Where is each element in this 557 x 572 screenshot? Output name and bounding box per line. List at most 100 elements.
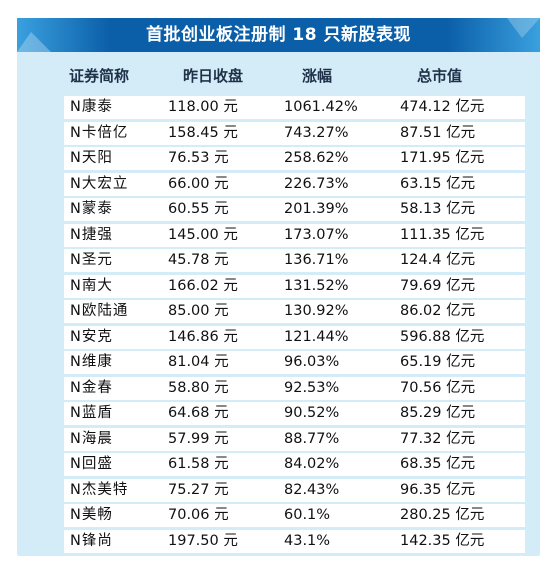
rise-percent-cell: 90.52% [284, 405, 340, 421]
market-cap-cell: 65.19 亿元 [400, 354, 476, 370]
column-header-rise: 涨幅 [302, 67, 333, 85]
stock-name-cell: N蓝盾 [70, 405, 113, 421]
stock-name-cell: N康泰 [70, 99, 113, 115]
market-cap-cell: 280.25 亿元 [400, 507, 485, 523]
market-cap-cell: 86.02 亿元 [400, 303, 476, 319]
close-price-cell: 118.00 元 [168, 99, 238, 115]
rise-percent-cell: 136.71% [284, 252, 349, 268]
table-row: N安克 146.86 元 121.44% 596.88 亿元 [64, 325, 525, 349]
market-cap-cell: 63.15 亿元 [400, 175, 476, 192]
rise-percent-cell: 130.92% [284, 303, 349, 319]
stock-name-cell: N海晨 [70, 430, 113, 447]
stock-name-cell: N蒙泰 [70, 201, 113, 217]
close-price-cell: 58.80 元 [168, 379, 229, 396]
stock-name-cell: N圣元 [70, 252, 113, 268]
stock-name-cell: N回盛 [70, 456, 113, 472]
close-price-cell: 66.00 元 [168, 175, 229, 192]
rise-percent-cell: 92.53% [284, 379, 340, 396]
rise-percent-cell: 743.27% [284, 124, 349, 141]
rise-percent-cell: 1061.42% [284, 99, 358, 115]
table-row: N海晨 57.99 元 88.77% 77.32 亿元 [64, 427, 525, 451]
stock-name-cell: N捷强 [70, 226, 113, 243]
table-row: N圣元 45.78 元 136.71% 124.4 亿元 [64, 249, 525, 272]
banner-shape [17, 18, 540, 52]
market-cap-cell: 142.35 亿元 [400, 532, 485, 549]
close-price-cell: 75.27 元 [168, 481, 229, 498]
close-price-cell: 145.00 元 [168, 226, 238, 243]
rise-percent-cell: 173.07% [284, 226, 349, 243]
close-price-cell: 57.99 元 [168, 430, 229, 447]
market-cap-cell: 79.69 亿元 [400, 277, 476, 294]
close-price-cell: 64.68 元 [168, 405, 229, 421]
stock-name-cell: N锋尚 [70, 532, 113, 549]
close-price-cell: 61.58 元 [168, 456, 229, 472]
table-body: N康泰 118.00 元 1061.42% 474.12 亿元 N卡倍亿 158.45 元… [64, 96, 525, 555]
close-price-cell: 85.00 元 [168, 303, 229, 319]
table-row: N南大 166.02 元 131.52% 79.69 亿元 [64, 274, 525, 298]
market-cap-cell: 124.4 亿元 [400, 252, 476, 268]
rise-percent-cell: 121.44% [284, 328, 349, 345]
column-header-close: 昨日收盘 [183, 67, 244, 85]
stock-name-cell: N南大 [70, 277, 113, 294]
close-price-cell: 197.50 元 [168, 532, 238, 549]
table-row: N康泰 118.00 元 1061.42% 474.12 亿元 [64, 96, 525, 119]
rise-percent-cell: 258.62% [284, 150, 349, 166]
market-cap-cell: 96.35 亿元 [400, 481, 476, 498]
market-cap-cell: 111.35 亿元 [400, 226, 485, 243]
table-row: N天阳 76.53 元 258.62% 171.95 亿元 [64, 147, 525, 170]
stock-name-cell: N大宏立 [70, 175, 129, 192]
table-row: N回盛 61.58 元 84.02% 68.35 亿元 [64, 453, 525, 476]
rise-percent-cell: 60.1% [284, 507, 331, 523]
rise-percent-cell: 84.02% [284, 456, 340, 472]
market-cap-cell: 70.56 亿元 [400, 379, 476, 396]
close-price-cell: 76.53 元 [168, 150, 229, 166]
rise-percent-cell: 82.43% [284, 481, 340, 498]
market-cap-cell: 474.12 亿元 [400, 99, 485, 115]
page-title: 首批创业板注册制 18 只新股表现 [146, 25, 411, 45]
close-price-cell: 166.02 元 [168, 277, 238, 294]
stock-name-cell: N欧陆通 [70, 303, 129, 319]
column-header-name: 证券简称 [69, 67, 130, 85]
market-cap-cell: 87.51 亿元 [400, 124, 476, 141]
table-row: N卡倍亿 158.45 元 743.27% 87.51 亿元 [64, 121, 525, 145]
rise-percent-cell: 43.1% [284, 532, 331, 549]
close-price-cell: 45.78 元 [168, 252, 229, 268]
table-row: N维康 81.04 元 96.03% 65.19 亿元 [64, 351, 525, 374]
close-price-cell: 158.45 元 [168, 124, 238, 141]
table-row: N大宏立 66.00 元 226.73% 63.15 亿元 [64, 172, 525, 196]
rise-percent-cell: 201.39% [284, 201, 349, 217]
market-cap-cell: 77.32 亿元 [400, 430, 476, 447]
table-row: N杰美特 75.27 元 82.43% 96.35 亿元 [64, 478, 525, 502]
rise-percent-cell: 88.77% [284, 430, 340, 447]
table-row: N蓝盾 64.68 元 90.52% 85.29 亿元 [64, 402, 525, 425]
table-row: N蒙泰 60.55 元 201.39% 58.13 亿元 [64, 198, 525, 221]
table-row: N捷强 145.00 元 173.07% 111.35 亿元 [64, 223, 525, 247]
table-panel: 首批创业板注册制 18 只新股表现 证券简称 昨日收盘 涨幅 总市值 N康泰 11… [17, 18, 540, 556]
stock-name-cell: N美畅 [70, 507, 113, 523]
table-header: 证券简称 昨日收盘 涨幅 总市值 [17, 62, 540, 90]
close-price-cell: 60.55 元 [168, 201, 229, 217]
table-row: N欧陆通 85.00 元 130.92% 86.02 亿元 [64, 300, 525, 323]
market-cap-cell: 85.29 亿元 [400, 405, 476, 421]
table-row: N美畅 70.06 元 60.1% 280.25 亿元 [64, 504, 525, 527]
close-price-cell: 70.06 元 [168, 507, 229, 523]
stock-name-cell: N卡倍亿 [70, 124, 129, 141]
table-row: N锋尚 197.50 元 43.1% 142.35 亿元 [64, 529, 525, 553]
market-cap-cell: 58.13 亿元 [400, 201, 476, 217]
close-price-cell: 81.04 元 [168, 354, 229, 370]
column-header-cap: 总市值 [417, 67, 463, 85]
stock-name-cell: N维康 [70, 354, 113, 370]
table-row: N金春 58.80 元 92.53% 70.56 亿元 [64, 376, 525, 400]
close-price-cell: 146.86 元 [168, 328, 238, 345]
market-cap-cell: 171.95 亿元 [400, 150, 485, 166]
rise-percent-cell: 131.52% [284, 277, 349, 294]
rise-percent-cell: 226.73% [284, 175, 349, 192]
rise-percent-cell: 96.03% [284, 354, 340, 370]
market-cap-cell: 596.88 亿元 [400, 328, 485, 345]
market-cap-cell: 68.35 亿元 [400, 456, 476, 472]
stock-name-cell: N金春 [70, 379, 113, 396]
stock-name-cell: N天阳 [70, 150, 113, 166]
stock-name-cell: N杰美特 [70, 481, 129, 498]
title-banner: 首批创业板注册制 18 只新股表现 [17, 18, 540, 52]
stock-name-cell: N安克 [70, 328, 113, 345]
